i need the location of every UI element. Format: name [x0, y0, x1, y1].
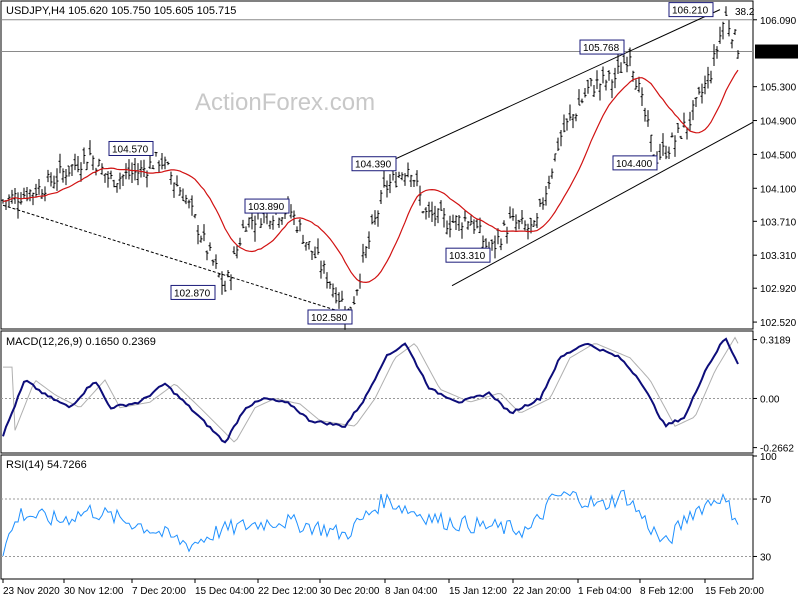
x-tick-label: 23 Nov 2020	[3, 586, 60, 597]
price-y-tick-label: 103.710	[760, 217, 797, 228]
price-label-105768-box	[579, 39, 625, 55]
price-y-tick-label: 102.920	[760, 284, 797, 295]
rsi-panel-title: RSI(14) 54.7266	[6, 459, 87, 471]
x-tick-label: 8 Feb 12:00	[640, 586, 694, 597]
price-label-102870: 102.870	[174, 288, 211, 299]
x-tick-label: 15 Feb 20:00	[705, 586, 764, 597]
channel-lower-line	[451, 121, 754, 287]
x-tick-label: 22 Jan 20:00	[513, 586, 571, 597]
price-label-104570-box	[108, 140, 154, 156]
x-tick-label: 8 Jan 04:00	[385, 586, 438, 597]
x-tick-label: 7 Dec 20:00	[132, 586, 186, 597]
x-tick-label: 15 Jan 12:00	[449, 586, 507, 597]
fib-label: 38.2	[735, 7, 755, 18]
price-y-tick-label: 105.300	[760, 83, 797, 94]
price-label-104570: 104.570	[112, 144, 149, 155]
price-y-tick-label: 103.310	[760, 251, 797, 262]
price-label-103890: 103.890	[248, 202, 285, 213]
rsi-line	[2, 489, 739, 557]
price-label-103890-box	[244, 198, 290, 214]
macd-y-tick-label: 0.00	[760, 394, 780, 405]
x-tick-label: 15 Dec 04:00	[195, 586, 255, 597]
x-tick-label: 30 Nov 12:00	[64, 586, 124, 597]
rsi-y-tick-label: 30	[760, 552, 772, 563]
macd-y-tick-label: -0.2662	[760, 444, 794, 455]
price-label-102580-box	[307, 309, 353, 325]
rsi-y-tick-label: 100	[760, 452, 777, 463]
price-label-104400-box	[612, 155, 658, 171]
macd-y-tick-label: 0.3189	[760, 336, 791, 347]
x-tick-label: 22 Dec 12:00	[258, 586, 318, 597]
price-label-104390-box	[351, 156, 397, 172]
current-price-label: 105.715	[759, 48, 796, 59]
price-y-tick-label: 106.090	[760, 16, 797, 27]
price-label-106210-box	[668, 2, 714, 18]
price-y-tick-label: 104.100	[760, 184, 797, 195]
watermark: ActionForex.com	[195, 89, 375, 116]
price-y-tick-label: 102.520	[760, 318, 797, 329]
macd-line	[2, 337, 739, 444]
downtrend-line	[2, 204, 353, 316]
rsi-y-tick-label: 70	[760, 495, 772, 506]
moving-average-line	[2, 69, 739, 284]
macd-panel	[0, 330, 754, 454]
price-label-103310-box	[445, 247, 491, 263]
price-label-102580: 102.580	[311, 313, 348, 324]
price-y-tick-label: 104.900	[760, 117, 797, 128]
x-tick-label: 30 Dec 20:00	[320, 586, 380, 597]
x-tick-label: 1 Feb 04:00	[578, 586, 632, 597]
rsi-panel	[0, 454, 754, 580]
price-label-102870-box	[170, 284, 216, 300]
price-label-104400: 104.400	[616, 159, 653, 170]
price-panel-title: USDJPY,H4 105.620 105.750 105.605 105.71…	[6, 5, 236, 17]
channel-upper-line	[371, 9, 721, 171]
price-label-105768: 105.768	[583, 43, 620, 54]
price-y-tick-label: 104.500	[760, 150, 797, 161]
price-label-103310: 103.310	[449, 251, 486, 262]
price-label-104390: 104.390	[355, 160, 392, 171]
price-label-106210: 106.210	[672, 6, 709, 17]
macd-panel-title: MACD(12,26,9) 0.1650 0.2369	[6, 336, 156, 348]
current-price-marker	[755, 44, 798, 59]
